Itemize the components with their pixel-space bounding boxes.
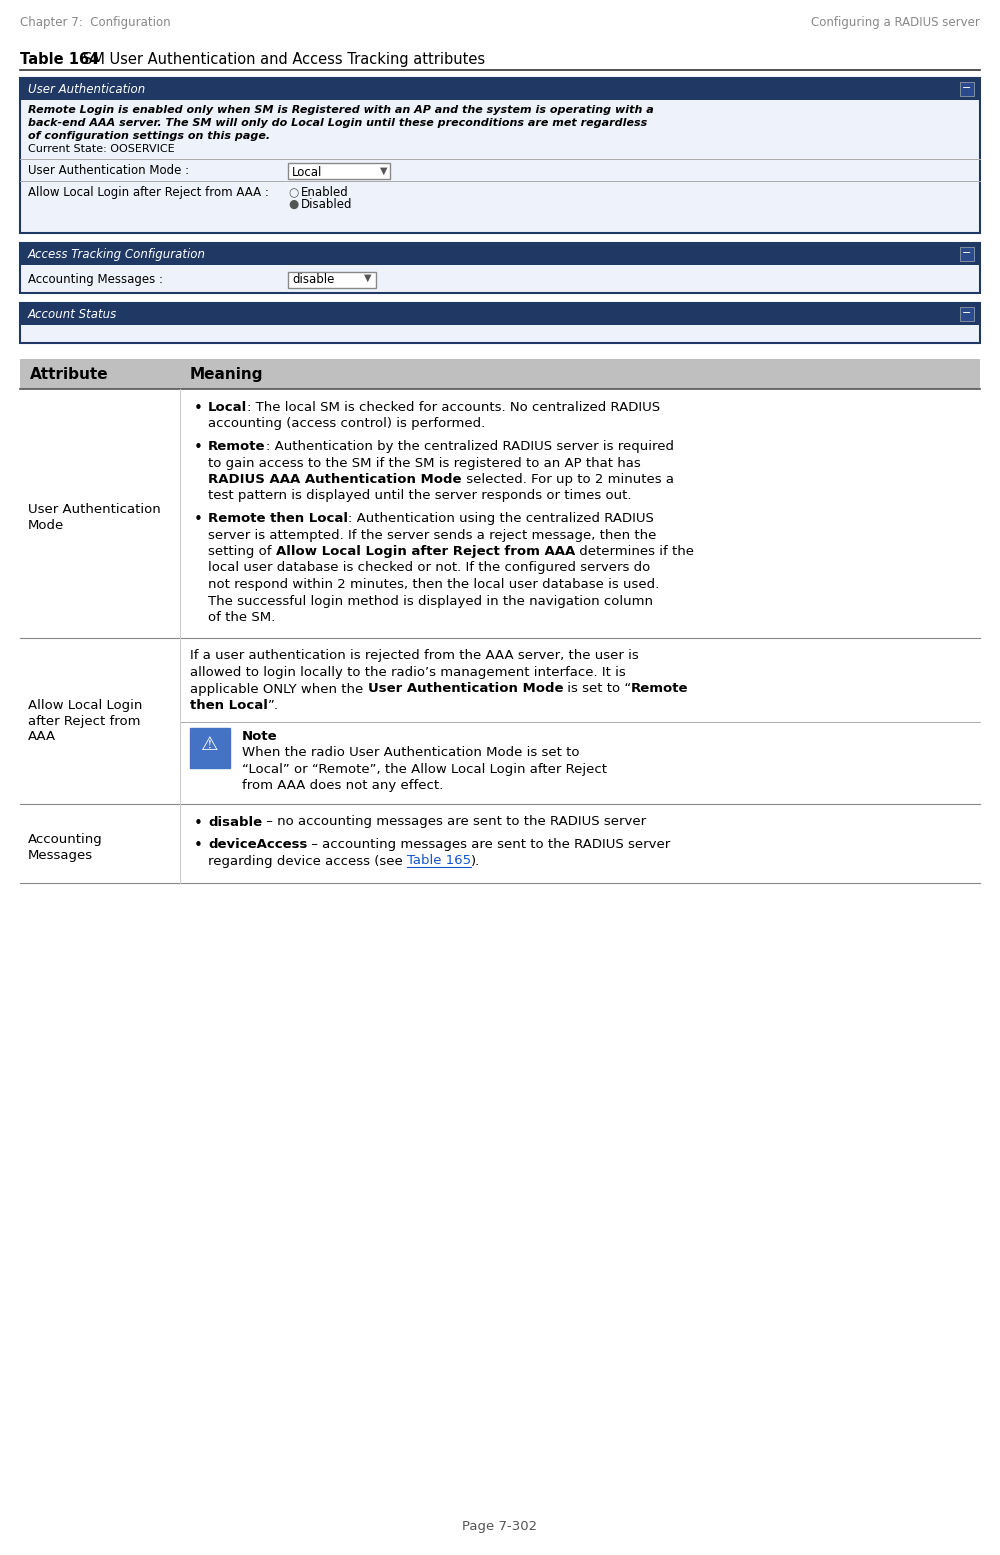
Text: Local: Local bbox=[292, 166, 322, 179]
Text: local user database is checked or not. If the configured servers do: local user database is checked or not. I… bbox=[208, 561, 650, 574]
Text: ○: ○ bbox=[288, 187, 298, 199]
Text: Attribute: Attribute bbox=[30, 367, 109, 383]
Text: •: • bbox=[194, 440, 203, 456]
Text: server is attempted. If the server sends a reject message, then the: server is attempted. If the server sends… bbox=[208, 529, 656, 541]
Text: is set to “: is set to “ bbox=[563, 683, 631, 695]
Text: setting of: setting of bbox=[208, 544, 276, 558]
Text: Remote then Local: Remote then Local bbox=[208, 512, 348, 526]
Text: test pattern is displayed until the server responds or times out.: test pattern is displayed until the serv… bbox=[208, 490, 632, 502]
Text: User Authentication Mode :: User Authentication Mode : bbox=[28, 163, 189, 177]
Bar bbox=[960, 306, 974, 320]
Text: Current State: OOSERVICE: Current State: OOSERVICE bbox=[28, 145, 175, 154]
Text: Mode: Mode bbox=[28, 519, 64, 532]
Bar bbox=[20, 303, 980, 325]
Text: : The local SM is checked for accounts. No centralized RADIUS: : The local SM is checked for accounts. … bbox=[247, 401, 660, 414]
Text: User Authentication: User Authentication bbox=[28, 82, 145, 96]
Text: ⚠: ⚠ bbox=[201, 736, 219, 754]
Text: selected. For up to 2 minutes a: selected. For up to 2 minutes a bbox=[462, 473, 674, 487]
Text: then Local: then Local bbox=[190, 700, 268, 712]
Text: Meaning: Meaning bbox=[190, 367, 264, 383]
Text: disable: disable bbox=[208, 815, 262, 829]
Text: Configuring a RADIUS server: Configuring a RADIUS server bbox=[811, 16, 980, 30]
Text: −: − bbox=[962, 82, 972, 93]
Text: ▼: ▼ bbox=[380, 166, 388, 176]
Text: Table 164: Table 164 bbox=[20, 51, 104, 67]
Text: : Authentication using the centralized RADIUS: : Authentication using the centralized R… bbox=[348, 512, 654, 526]
Text: When the radio User Authentication Mode is set to: When the radio User Authentication Mode … bbox=[242, 746, 580, 759]
Text: ●: ● bbox=[288, 197, 298, 211]
Text: Local: Local bbox=[208, 401, 247, 414]
Text: Enabled: Enabled bbox=[301, 187, 349, 199]
Text: Allow Local Login after Reject from AAA: Allow Local Login after Reject from AAA bbox=[276, 544, 575, 558]
Text: from AAA does not any effect.: from AAA does not any effect. bbox=[242, 779, 443, 791]
Text: allowed to login locally to the radio’s management interface. It is: allowed to login locally to the radio’s … bbox=[190, 666, 626, 680]
Text: Remote Login is enabled only when SM is Registered with an AP and the system is : Remote Login is enabled only when SM is … bbox=[28, 106, 654, 115]
Text: Chapter 7:  Configuration: Chapter 7: Configuration bbox=[20, 16, 171, 30]
Bar bbox=[960, 82, 974, 96]
Text: Accounting Messages :: Accounting Messages : bbox=[28, 274, 163, 286]
Bar bbox=[960, 247, 974, 261]
Text: Allow Local Login: Allow Local Login bbox=[28, 698, 142, 712]
Text: ”.: ”. bbox=[268, 700, 279, 712]
Text: RADIUS AAA Authentication Mode: RADIUS AAA Authentication Mode bbox=[208, 473, 462, 487]
Text: Access Tracking Configuration: Access Tracking Configuration bbox=[28, 247, 206, 261]
Bar bbox=[20, 303, 980, 344]
Bar bbox=[20, 243, 980, 292]
Text: deviceAccess: deviceAccess bbox=[208, 838, 307, 851]
Text: Account Status: Account Status bbox=[28, 308, 117, 320]
Text: to gain access to the SM if the SM is registered to an AP that has: to gain access to the SM if the SM is re… bbox=[208, 457, 641, 470]
Text: Messages: Messages bbox=[28, 849, 93, 863]
Text: If a user authentication is rejected from the AAA server, the user is: If a user authentication is rejected fro… bbox=[190, 650, 639, 662]
Text: The successful login method is displayed in the navigation column: The successful login method is displayed… bbox=[208, 594, 653, 608]
Text: •: • bbox=[194, 512, 203, 527]
Text: “Local” or “Remote”, the Allow Local Login after Reject: “Local” or “Remote”, the Allow Local Log… bbox=[242, 762, 607, 776]
Text: Remote: Remote bbox=[208, 440, 266, 453]
Text: −: − bbox=[962, 247, 972, 258]
Bar bbox=[20, 78, 980, 100]
Bar bbox=[288, 163, 390, 179]
Bar bbox=[190, 728, 230, 768]
Text: ).: ). bbox=[471, 855, 480, 868]
Bar bbox=[20, 359, 980, 389]
Bar bbox=[288, 272, 376, 288]
Text: after Reject from: after Reject from bbox=[28, 714, 140, 728]
Text: User Authentication: User Authentication bbox=[28, 504, 161, 516]
Text: – accounting messages are sent to the RADIUS server: – accounting messages are sent to the RA… bbox=[307, 838, 671, 851]
Text: Allow Local Login after Reject from AAA :: Allow Local Login after Reject from AAA … bbox=[28, 187, 269, 199]
Text: regarding device access (see: regarding device access (see bbox=[208, 855, 407, 868]
Text: •: • bbox=[194, 838, 203, 854]
Text: accounting (access control) is performed.: accounting (access control) is performed… bbox=[208, 417, 485, 431]
Text: Page 7-302: Page 7-302 bbox=[462, 1519, 538, 1533]
Text: of configuration settings on this page.: of configuration settings on this page. bbox=[28, 131, 270, 142]
Text: SM User Authentication and Access Tracking attributes: SM User Authentication and Access Tracki… bbox=[83, 51, 485, 67]
Text: Table 165: Table 165 bbox=[407, 855, 471, 868]
Text: Accounting: Accounting bbox=[28, 833, 103, 846]
Text: User Authentication Mode: User Authentication Mode bbox=[368, 683, 563, 695]
Bar bbox=[20, 243, 980, 264]
Text: ▼: ▼ bbox=[364, 274, 372, 283]
Text: Remote: Remote bbox=[631, 683, 689, 695]
Text: back-end AAA server. The SM will only do Local Login until these preconditions a: back-end AAA server. The SM will only do… bbox=[28, 118, 647, 128]
Text: •: • bbox=[194, 401, 203, 417]
Text: Note: Note bbox=[242, 729, 278, 742]
Text: disable: disable bbox=[292, 274, 334, 286]
Text: not respond within 2 minutes, then the local user database is used.: not respond within 2 minutes, then the l… bbox=[208, 578, 659, 591]
Text: applicable ONLY when the: applicable ONLY when the bbox=[190, 683, 368, 695]
Text: : Authentication by the centralized RADIUS server is required: : Authentication by the centralized RADI… bbox=[266, 440, 674, 453]
Text: •: • bbox=[194, 815, 203, 830]
Text: determines if the: determines if the bbox=[575, 544, 694, 558]
Bar bbox=[20, 78, 980, 233]
Text: Disabled: Disabled bbox=[301, 197, 352, 211]
Text: of the SM.: of the SM. bbox=[208, 611, 275, 624]
Text: – no accounting messages are sent to the RADIUS server: – no accounting messages are sent to the… bbox=[262, 815, 646, 829]
Text: −: − bbox=[962, 308, 972, 319]
Text: AAA: AAA bbox=[28, 731, 56, 743]
